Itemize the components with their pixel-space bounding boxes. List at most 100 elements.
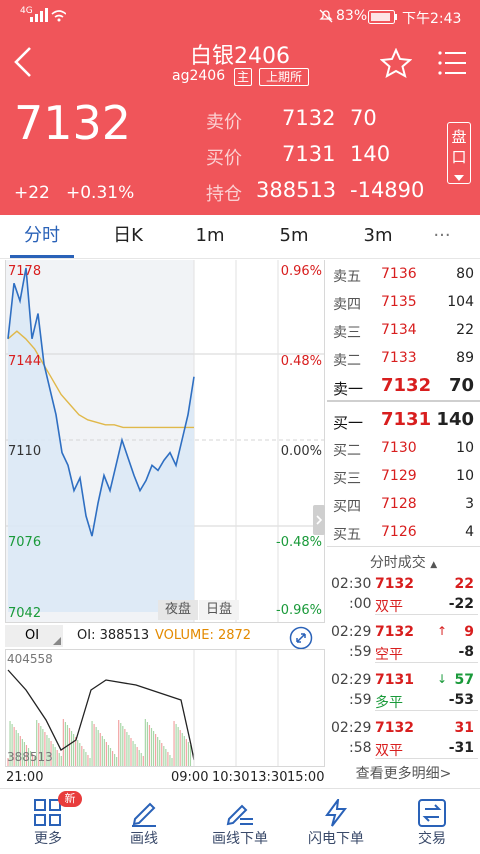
trade-row: 02:29 :58 7132 31 双平 -31 [327, 720, 480, 766]
oi-volume-chart[interactable]: 404558 388513 [5, 649, 325, 767]
oi-min-label: 388513 [7, 750, 53, 764]
bid-row[interactable]: 买五 7126 4 [327, 518, 480, 546]
trade-price: 7131 [375, 672, 414, 688]
trade-seconds: :59 [349, 644, 372, 660]
oi-value-text: OI: 388513 [77, 628, 150, 643]
time-label-end: 15:00 [287, 770, 325, 785]
nav-draw-line-order-label: 画线下单 [212, 831, 268, 847]
corner-triangle-icon [53, 637, 61, 645]
order-book: 卖五 7136 80 卖四 7135 104 卖三 7134 22 卖二 7133 8… [327, 260, 480, 788]
ask-level-volume: 104 [447, 294, 474, 310]
bid-row[interactable]: 买一 7131 140 [327, 406, 480, 434]
favorite-button[interactable] [379, 47, 413, 82]
menu-button[interactable] [438, 50, 468, 80]
battery-icon [368, 10, 398, 28]
nav-flash-order[interactable]: 闪电下单 [288, 789, 384, 854]
trade-price: 7132 [375, 624, 414, 640]
tab-3m[interactable]: 3m [363, 225, 393, 246]
trade-arrow-icon: ↑ [437, 624, 448, 638]
ask-price: 7132 [282, 106, 336, 130]
volume-value-text: VOLUME: 2872 [155, 628, 252, 643]
ask-row[interactable]: 卖二 7133 89 [327, 344, 480, 372]
bid-row[interactable]: 买二 7130 10 [327, 434, 480, 462]
quote-header: 4G 83% 下午2:43 白银2406 ag2406 主 上期所 7132 +… [0, 0, 480, 215]
bid-level-label: 买一 [333, 414, 364, 432]
price-change: +22 [14, 183, 50, 203]
ask-level-volume: 89 [456, 350, 474, 366]
intraday-chart[interactable]: 7178 7144 7110 7076 7042 0.96% 0.48% 0.0… [5, 260, 325, 623]
tab-daily-k[interactable]: 日K [113, 225, 143, 246]
pankou-label: 盘口 [451, 128, 467, 166]
network-label: 4G [20, 6, 33, 16]
tab-1m[interactable]: 1m [195, 225, 225, 246]
price-change-pct: +0.31% [66, 183, 135, 203]
ask-level-price: 7133 [381, 350, 417, 366]
trades-title[interactable]: 分时成交 ▲ [327, 552, 480, 572]
last-price: 7132 [14, 96, 132, 150]
back-arrow-icon [14, 47, 31, 77]
night-session-button[interactable]: 夜盘 [158, 600, 198, 620]
time-label-start: 21:00 [6, 770, 44, 785]
trade-time: 02:30 [331, 576, 372, 592]
trade-type: 双平 [375, 743, 403, 759]
pankou-toggle[interactable]: 盘口 [447, 122, 471, 184]
trade-seconds: :59 [349, 692, 372, 708]
trade-oi-change: -8 [458, 644, 474, 660]
caret-up-icon: ▲ [430, 560, 438, 570]
pencil-icon [132, 802, 156, 827]
more-tabs-icon[interactable]: ··· [433, 225, 451, 246]
back-button[interactable] [10, 44, 40, 80]
contract-code: ag2406 [172, 68, 226, 84]
time-label-day: 09:00 [171, 770, 209, 785]
trade-time: 02:29 [331, 720, 372, 736]
indicator-selector-label: OI [25, 628, 40, 643]
trade-row: 02:30 :00 7132 22 双平 -22 [327, 576, 480, 622]
trade-price: 7132 [375, 720, 414, 736]
clock: 下午2:43 [402, 11, 462, 27]
bid-level-price: 7129 [381, 468, 417, 484]
expand-panel-handle[interactable] [313, 505, 325, 535]
oi-volume-svg [7, 650, 279, 766]
trade-volume: 22 [454, 576, 474, 592]
y-label-lower: 7076 [8, 535, 42, 550]
tab-5m[interactable]: 5m [279, 225, 309, 246]
exchange-badge: 上期所 [259, 68, 309, 86]
nav-trade[interactable]: 交易 [384, 789, 480, 854]
ask-row[interactable]: 卖四 7135 104 [327, 288, 480, 316]
trade-oi-change: -22 [448, 596, 474, 612]
ask-row[interactable]: 卖一 7132 70 [327, 372, 480, 400]
view-more-link[interactable]: 查看更多明细> [355, 766, 452, 782]
fullscreen-button[interactable] [289, 626, 313, 654]
indicator-selector[interactable]: OI [5, 625, 63, 647]
bid-level-label: 买五 [333, 527, 361, 543]
ask-row[interactable]: 卖五 7136 80 [327, 260, 480, 288]
trade-row: 02:29 :59 7131 ↓ 57 多平 -53 [327, 672, 480, 718]
bid-level-price: 7131 [381, 409, 432, 430]
nav-draw-line-order[interactable]: 画线下单 [192, 789, 288, 854]
trade-type: 多平 [375, 695, 403, 711]
day-session-button[interactable]: 日盘 [199, 600, 239, 620]
oi-line [7, 669, 195, 761]
bid-level-price: 7126 [381, 524, 417, 540]
mute-icon [318, 8, 334, 28]
time-label-1330: 13:30 [250, 770, 288, 785]
bid-level-volume: 3 [465, 496, 474, 512]
ask-row[interactable]: 卖三 7134 22 [327, 316, 480, 344]
nav-draw-line[interactable]: 画线 [96, 789, 192, 854]
bid-level-label: 买二 [333, 443, 361, 459]
trade-seconds: :58 [349, 740, 372, 756]
time-axis: 21:00 09:00 10:30 13:30 15:00 [5, 770, 325, 786]
indicator-bar: OI OI: 388513 VOLUME: 2872 [5, 625, 325, 650]
tab-intraday[interactable]: 分时 [24, 225, 60, 246]
ask-level-label: 卖一 [333, 380, 364, 398]
intraday-chart-svg [6, 260, 324, 622]
page-title: 白银2406 [190, 44, 290, 69]
nav-more[interactable]: 新 更多 [0, 789, 96, 854]
bid-level-volume: 10 [456, 468, 474, 484]
trade-arrow-icon: ↓ [437, 672, 448, 686]
bottom-nav: 新 更多 画线 画线下单 闪电下单 交易 [0, 788, 480, 853]
bid-row[interactable]: 买四 7128 3 [327, 490, 480, 518]
ask-volume: 70 [350, 106, 377, 130]
trade-time: 02:29 [331, 672, 372, 688]
bid-row[interactable]: 买三 7129 10 [327, 462, 480, 490]
